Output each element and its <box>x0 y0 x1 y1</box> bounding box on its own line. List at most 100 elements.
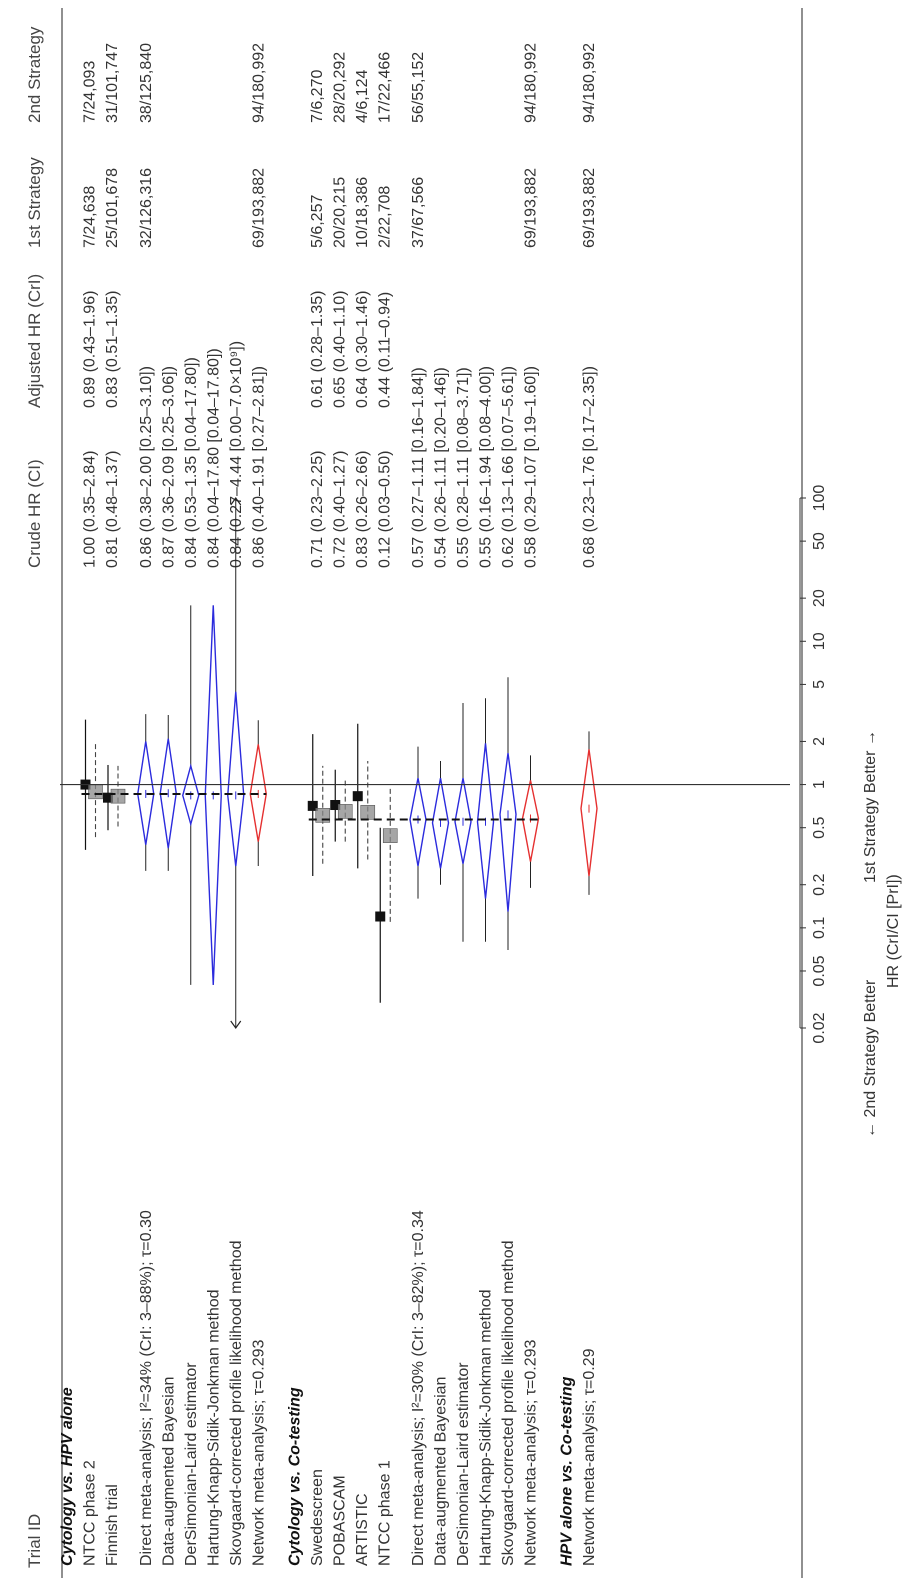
second-strategy-count: 94/180,992 <box>250 43 267 123</box>
crude-hr-value: 0.84 (0.27–4.44 [0.00–7.0×10⁹]) <box>228 341 245 568</box>
row-label: Direct meta-analysis; I²=30% (CrI: 3–82%… <box>410 1210 427 1566</box>
adjusted-hr-value: 0.65 (0.40–1.10) <box>331 291 348 408</box>
crude-hr-value: 0.58 (0.29–1.07 [0.19–1.60]) <box>523 366 540 568</box>
crude-hr-value: 0.84 (0.04–17.80 [0.04–17.80]) <box>205 348 222 568</box>
first-strategy-count: 10/18,386 <box>354 177 371 248</box>
axis-title: HR (CrI/CI [PrI]) <box>885 874 902 988</box>
x-axis-tick-label: 0.2 <box>811 873 828 895</box>
crude-estimate-square <box>330 800 341 811</box>
adjusted-estimate-box <box>382 828 398 843</box>
second-strategy-count: 31/101,747 <box>104 43 121 123</box>
adjusted-estimate-box <box>110 788 126 804</box>
arrow-left-icon <box>230 1020 242 1030</box>
forest-marks <box>60 496 790 1030</box>
first-strategy-count: 20/20,215 <box>331 177 348 248</box>
row-label: Hartung-Knapp-Sidik-Jonkman method <box>205 1289 222 1566</box>
row-label: DerSimonian-Laird estimator <box>183 1362 200 1566</box>
row-label: Data-augmented Bayesian <box>433 1377 450 1566</box>
x-axis-tick-label: 0.5 <box>811 816 828 838</box>
row-label: DerSimonian-Laird estimator <box>455 1362 472 1566</box>
row-label: ARTISTIC <box>354 1493 371 1566</box>
row-label: Network meta-analysis; τ=0.293 <box>250 1339 267 1566</box>
header-crude-hr: Crude HR (CI) <box>25 459 44 568</box>
crude-estimate-square <box>375 911 386 922</box>
row-label: Direct meta-analysis; I²=34% (CrI: 3–88%… <box>138 1210 155 1566</box>
x-axis-tick-label: 50 <box>811 532 828 550</box>
row-label: Skovgaard-corrected profile likelihood m… <box>500 1240 517 1566</box>
adjusted-hr-value: 0.64 (0.30–1.46) <box>354 291 371 408</box>
crude-hr-value: 0.86 (0.38–2.00 [0.25–3.10]) <box>138 366 155 568</box>
second-strategy-count: 94/180,992 <box>523 43 540 123</box>
adjusted-hr-value: 0.83 (0.51–1.35) <box>104 291 121 408</box>
row-label: Hartung-Knapp-Sidik-Jonkman method <box>478 1289 495 1566</box>
x-axis-tick-label: 0.1 <box>811 917 828 939</box>
row-label: NTCC phase 1 <box>376 1460 393 1566</box>
row-label: Finnish trial <box>104 1484 121 1566</box>
x-axis-tick-label: 1 <box>811 780 828 789</box>
axis-left-caption: ← 2nd Strategy Better <box>862 979 879 1138</box>
header-first-strategy: 1st Strategy <box>25 157 44 248</box>
second-strategy-count: 17/22,466 <box>376 52 393 123</box>
x-axis-tick-label: 2 <box>811 737 828 746</box>
x-axis-tick-label: 5 <box>811 680 828 689</box>
x-axis: 0.02 0.05 0.1 0.2 0.5 1 2 5 10 20 50 100 <box>799 485 828 1044</box>
first-strategy-count: 25/101,678 <box>104 168 121 248</box>
second-strategy-count: 94/180,992 <box>581 43 598 123</box>
second-strategy-count: 4/6,124 <box>354 70 371 123</box>
adjusted-estimate-box <box>360 805 376 820</box>
crude-hr-value: 0.72 (0.40–1.27) <box>331 451 348 568</box>
crude-hr-value: 1.00 (0.35–2.84) <box>82 451 99 568</box>
row-label: Swedescreen <box>309 1469 326 1566</box>
crude-hr-value: 0.86 (0.40–1.91 [0.27–2.81]) <box>250 366 267 568</box>
group-title: HPV alone vs. Co-testing <box>559 1376 576 1566</box>
row-label: NTCC phase 2 <box>82 1460 99 1566</box>
crude-estimate-square <box>307 800 318 811</box>
first-strategy-count: 32/126,316 <box>138 168 155 248</box>
crude-hr-value: 0.87 (0.36–2.09 [0.25–3.06]) <box>160 366 177 568</box>
x-axis-tick-label: 0.05 <box>811 955 828 986</box>
row-label: POBASCAM <box>331 1475 348 1566</box>
crude-hr-value: 0.68 (0.23–1.76 [0.17–2.35]) <box>581 366 598 568</box>
adjusted-hr-value: 0.44 (0.11–0.94) <box>376 292 393 408</box>
crude-hr-value: 0.71 (0.23–2.25) <box>309 451 326 568</box>
x-axis-tick-label: 100 <box>811 485 828 512</box>
crude-hr-value: 0.62 (0.13–1.66 [0.07–5.61]) <box>500 366 517 568</box>
x-axis-tick-label: 10 <box>811 632 828 650</box>
crude-estimate-square <box>103 792 113 803</box>
header-second-strategy: 2nd Strategy <box>25 26 44 123</box>
crude-hr-value: 0.55 (0.16–1.94 [0.08–4.00]) <box>478 366 495 568</box>
adjusted-hr-value: 0.61 (0.28–1.35) <box>309 291 326 408</box>
crude-hr-value: 0.81 (0.48–1.37) <box>104 451 121 568</box>
axis-right-caption: 1st Strategy Better → <box>862 730 879 883</box>
adjusted-estimate-box <box>88 784 103 800</box>
crude-estimate-square <box>352 791 363 802</box>
group-title: Cytology vs. Co-testing <box>286 1387 303 1566</box>
adjusted-hr-value: 0.89 (0.43–1.96) <box>82 291 99 408</box>
arrow-right-icon <box>230 496 242 506</box>
row-label: Network meta-analysis; τ=0.293 <box>523 1339 540 1566</box>
first-strategy-count: 69/193,882 <box>250 168 267 248</box>
forest-rows: Cytology vs. HPV alone NTCC phase 2 1.00 (… <box>59 43 598 1566</box>
row-label: Data-augmented Bayesian <box>160 1377 177 1566</box>
crude-hr-value: 0.55 (0.28–1.11 [0.08–3.71]) <box>455 367 472 568</box>
second-strategy-count: 7/24,093 <box>82 61 99 123</box>
crude-hr-value: 0.54 (0.26–1.11 [0.20–1.46]) <box>433 367 450 568</box>
crude-hr-value: 0.12 (0.03–0.50) <box>376 451 393 568</box>
first-strategy-count: 37/67,566 <box>410 177 427 248</box>
second-strategy-count: 7/6,270 <box>309 70 326 123</box>
second-strategy-count: 56/55,152 <box>410 52 427 123</box>
row-label: Network meta-analysis; τ=0.29 <box>581 1348 598 1566</box>
first-strategy-count: 5/6,257 <box>309 195 326 248</box>
pooled-estimate-diamond <box>580 749 598 877</box>
pooled-estimate-diamond <box>227 691 245 867</box>
crude-hr-value: 0.57 (0.27–1.11 [0.16–1.84]) <box>410 367 427 568</box>
header-adjusted-hr: Adjusted HR (CrI) <box>25 274 44 408</box>
x-axis-tick-label: 0.02 <box>811 1012 828 1043</box>
row-label: Skovgaard-corrected profile likelihood m… <box>228 1240 245 1566</box>
adjusted-estimate-box <box>337 804 353 819</box>
first-strategy-count: 69/193,882 <box>581 168 598 248</box>
second-strategy-count: 28/20,292 <box>331 52 348 123</box>
x-axis-tick-label: 20 <box>811 589 828 607</box>
pooled-estimate-diamond <box>499 752 517 912</box>
